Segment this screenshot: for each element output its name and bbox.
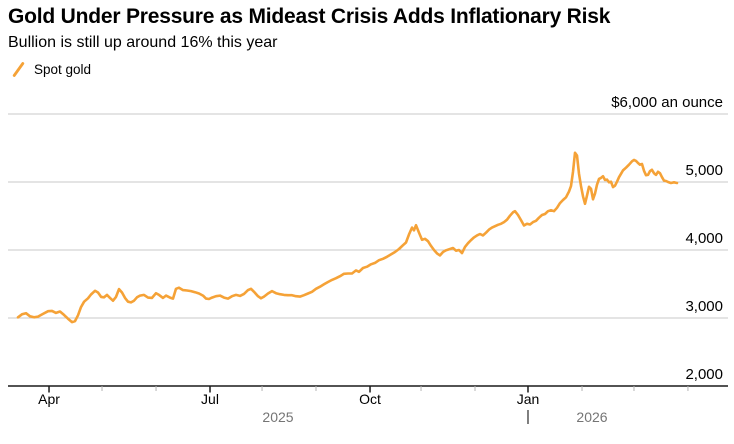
page-title: Gold Under Pressure as Mideast Crisis Ad…: [8, 5, 611, 28]
y-tick-label-5000: 5,000: [685, 162, 723, 179]
line-slash-icon: [12, 62, 25, 77]
subtitle: Bullion is still up around 16% this year: [8, 34, 278, 51]
y-tick-label-6000: $6,000 an ounce: [611, 94, 723, 111]
legend-label: Spot gold: [34, 62, 92, 77]
y-tick-label-3000: 3,000: [685, 298, 723, 315]
spot-gold-chart: $6,000 an ounce 5,000 4,000 3,000 2,000 Apr Ju…: [0, 90, 734, 444]
spot-gold-line: [16, 151, 679, 324]
x-tick-label-apr: Apr: [38, 391, 60, 407]
x-tick-label-oct: Oct: [359, 391, 381, 407]
y-tick-label-2000: 2,000: [685, 366, 723, 383]
x-tick-label-jul: Jul: [201, 391, 219, 407]
chart-canvas: $6,000 an ounce 5,000 4,000 3,000 2,000 Apr Ju…: [8, 94, 728, 425]
year-label-2025: 2025: [262, 409, 293, 425]
y-tick-label-4000: 4,000: [685, 230, 723, 247]
legend: Spot gold: [12, 61, 91, 78]
x-tick-label-jan: Jan: [517, 391, 540, 407]
year-label-2026: 2026: [576, 409, 607, 425]
